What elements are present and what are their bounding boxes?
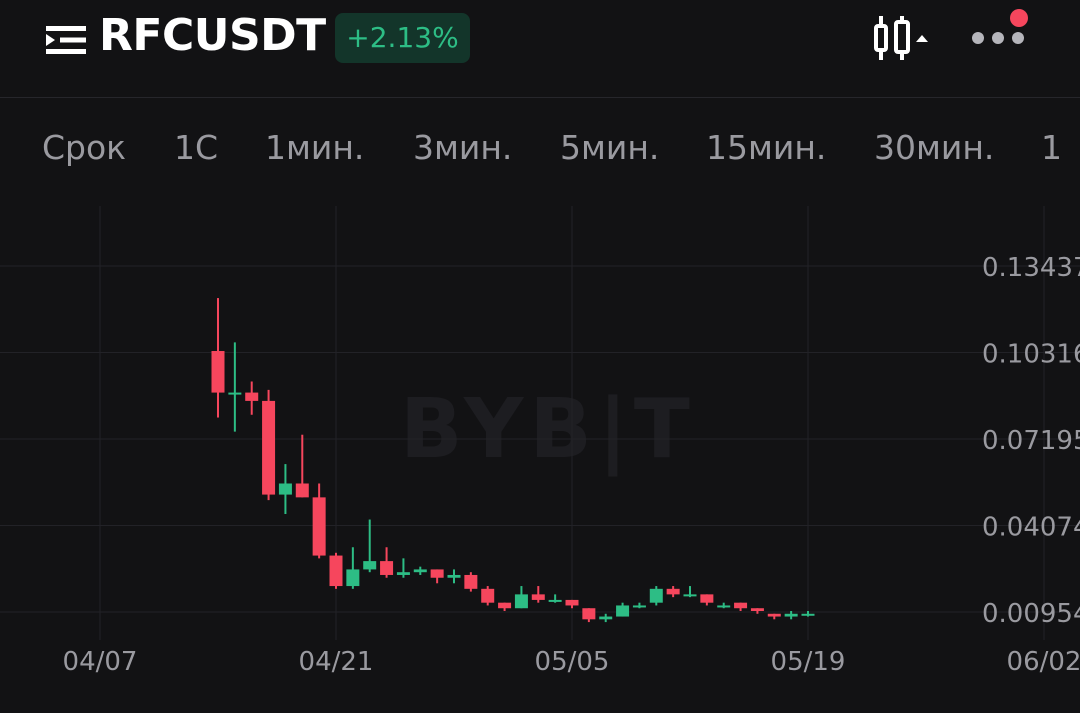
candle-body bbox=[430, 569, 444, 578]
candle-body bbox=[599, 616, 613, 620]
candle-body bbox=[498, 602, 512, 609]
y-axis-tick-label: 0.07195 bbox=[982, 426, 1080, 456]
candle-body bbox=[481, 588, 495, 603]
candle-body bbox=[649, 588, 663, 603]
menu-icon[interactable] bbox=[44, 20, 88, 60]
candle-body bbox=[363, 561, 377, 570]
candle-body bbox=[565, 599, 579, 606]
candle-body bbox=[666, 588, 680, 595]
candle-body bbox=[531, 594, 545, 600]
candle-body bbox=[329, 555, 343, 587]
candle-body bbox=[464, 574, 478, 589]
candle-body bbox=[413, 569, 427, 573]
candle-body bbox=[380, 561, 394, 575]
tab-timeframe-1h[interactable]: 1 bbox=[1041, 128, 1062, 167]
candle-body bbox=[514, 594, 528, 609]
candle-body bbox=[295, 483, 309, 498]
tab-timeframe-1m[interactable]: 1мин. bbox=[265, 128, 365, 167]
x-axis-tick-label: 06/02 bbox=[1007, 647, 1080, 677]
candle-body bbox=[245, 392, 259, 401]
candle-body bbox=[447, 574, 461, 578]
x-axis-tick-label: 05/05 bbox=[535, 647, 610, 677]
y-axis-tick-label: 0.04074 bbox=[982, 513, 1080, 543]
candle-body bbox=[700, 594, 714, 603]
top-bar: RFCUSDT +2.13% bbox=[0, 0, 1080, 98]
price-chart[interactable]: 0.13437 0.10316 0.07195 0.04074 0.00954 04/0… bbox=[0, 200, 1080, 713]
candle-body bbox=[734, 602, 748, 609]
candle-body bbox=[278, 483, 292, 495]
price-change-badge: +2.13% bbox=[335, 13, 470, 63]
tab-timeframe-5m[interactable]: 5мин. bbox=[560, 128, 660, 167]
candle-body bbox=[767, 613, 781, 617]
candle-body bbox=[312, 497, 326, 556]
x-axis-tick-label: 05/19 bbox=[771, 647, 846, 677]
candle-body bbox=[717, 605, 731, 608]
x-axis-tick-label: 04/21 bbox=[299, 647, 374, 677]
candle-body bbox=[683, 594, 697, 597]
candle-body bbox=[396, 572, 410, 575]
candle-body bbox=[548, 599, 562, 602]
watermark-logo: BYB|T bbox=[400, 382, 696, 477]
header-divider bbox=[0, 97, 1080, 98]
y-axis-tick-label: 0.10316 bbox=[982, 340, 1080, 370]
candle-body bbox=[582, 608, 596, 620]
timeframe-bar: Срок 1С 1мин. 3мин. 5мин. 15мин. 30мин. … bbox=[0, 120, 1080, 176]
symbol-title[interactable]: RFCUSDT bbox=[99, 10, 326, 61]
candle-body bbox=[784, 613, 798, 617]
candle-body bbox=[750, 608, 764, 612]
candle-body bbox=[801, 613, 815, 616]
y-axis-tick-label: 0.13437 bbox=[982, 253, 1080, 283]
y-axis-tick-label: 0.00954 bbox=[982, 599, 1080, 629]
notification-dot bbox=[1010, 9, 1028, 27]
x-axis-tick-label: 04/07 bbox=[63, 647, 138, 677]
tab-timeframe-30m[interactable]: 30мин. bbox=[874, 128, 995, 167]
more-icon[interactable] bbox=[966, 10, 1030, 54]
candle-body bbox=[616, 605, 630, 617]
tab-timeframe-3m[interactable]: 3мин. bbox=[413, 128, 513, 167]
candle-body bbox=[346, 569, 360, 587]
tab-timeframe-period[interactable]: Срок bbox=[42, 128, 127, 167]
candle-body bbox=[262, 400, 276, 495]
tab-timeframe-1s[interactable]: 1С bbox=[174, 128, 219, 167]
candle-body bbox=[211, 351, 225, 393]
candle-body bbox=[228, 392, 242, 395]
tab-timeframe-15m[interactable]: 15мин. bbox=[706, 128, 827, 167]
candlestick-chart-icon[interactable] bbox=[872, 14, 930, 62]
candle-body bbox=[632, 605, 646, 608]
